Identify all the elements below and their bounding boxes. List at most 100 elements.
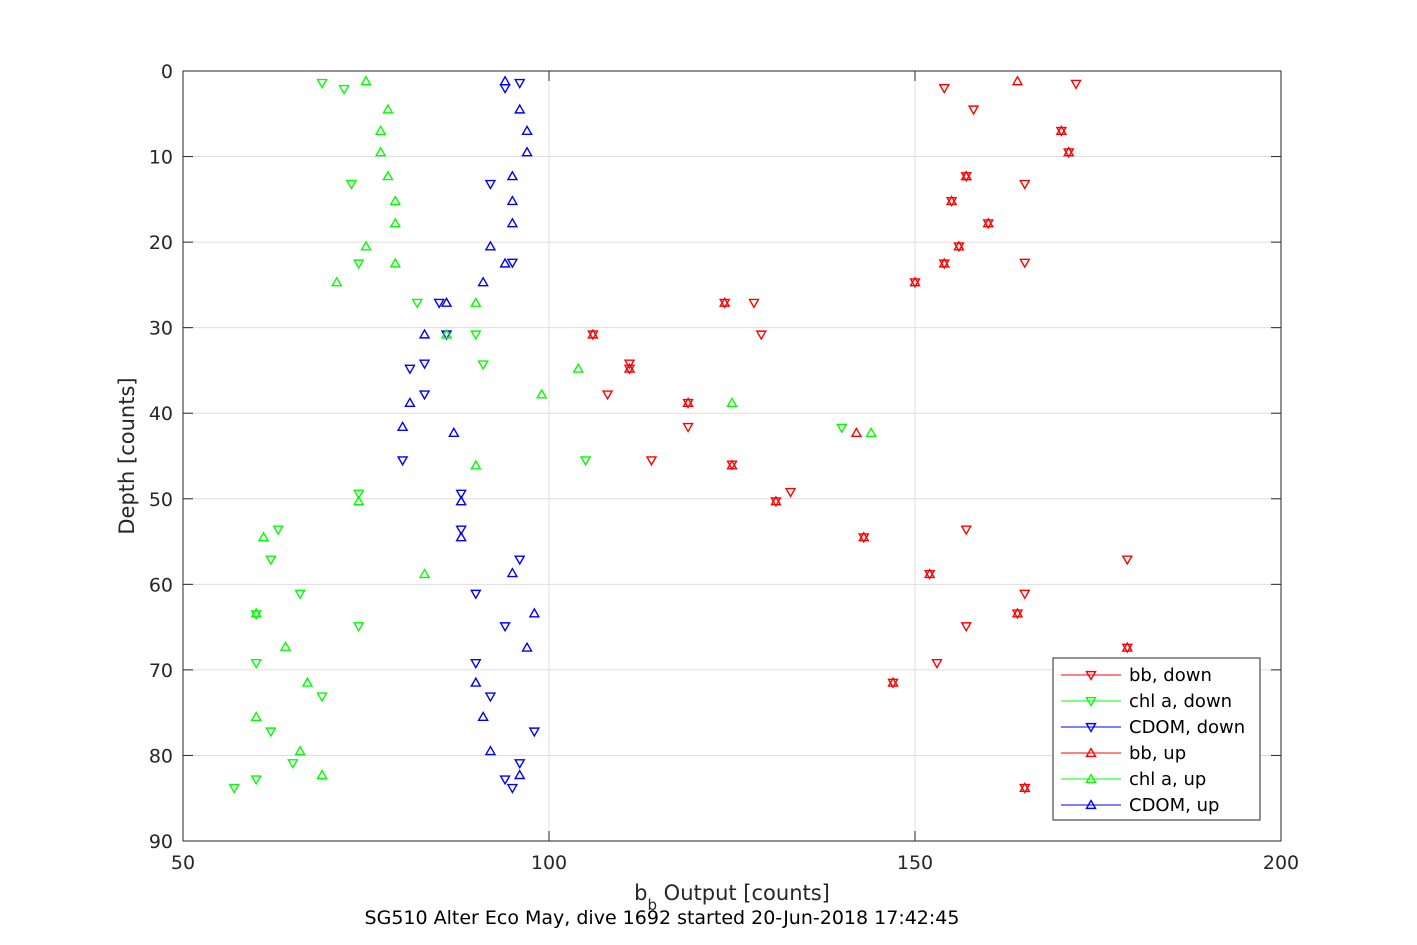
- data-point: [360, 75, 372, 86]
- data-point: [535, 388, 548, 399]
- data-point: [352, 259, 365, 270]
- data-point: [887, 676, 899, 687]
- data-point: [1121, 641, 1133, 652]
- axis-ticks: 50 100 150 200 0 10 20 30 40 50 60 70 80 90: [149, 61, 1299, 874]
- data-point: [784, 487, 797, 498]
- data-point: [404, 364, 416, 375]
- data-point: [528, 727, 541, 738]
- data-point: [521, 124, 533, 135]
- data-point: [411, 298, 423, 309]
- data-point: [404, 397, 416, 408]
- data-point: [858, 531, 870, 542]
- data-point: [294, 589, 306, 600]
- data-point: [1019, 258, 1031, 269]
- x-axis-title: bb Output [counts]: [634, 881, 830, 914]
- data-point: [601, 390, 614, 401]
- data-marks: [228, 75, 1133, 794]
- legend-label: bb, down: [1129, 665, 1212, 686]
- data-point: [953, 240, 965, 251]
- data-point: [645, 456, 658, 467]
- data-point: [374, 124, 387, 135]
- data-point: [682, 397, 694, 408]
- data-point: [477, 276, 489, 287]
- data-point: [455, 495, 467, 506]
- data-point: [484, 240, 497, 251]
- data-point: [865, 426, 877, 437]
- data-point: [382, 103, 394, 114]
- data-point: [418, 328, 431, 339]
- data-point: [250, 607, 262, 618]
- data-point: [470, 296, 482, 307]
- data-point: [506, 195, 519, 206]
- legend-marker: [1085, 696, 1097, 707]
- data-point: [528, 607, 541, 618]
- data-point: [389, 257, 401, 268]
- data-point: [506, 170, 519, 181]
- data-point: [623, 359, 636, 370]
- data-point: [1019, 179, 1031, 190]
- data-point: [1019, 782, 1031, 793]
- data-point: [440, 328, 453, 339]
- data-point: [514, 769, 526, 780]
- y-tick-label: 70: [149, 660, 173, 682]
- data-point: [755, 330, 767, 341]
- data-point: [250, 610, 262, 621]
- data-point: [374, 146, 387, 157]
- data-point: [470, 676, 482, 687]
- data-point: [967, 105, 980, 116]
- data-point: [514, 759, 526, 770]
- data-point: [1055, 124, 1068, 135]
- data-point: [484, 692, 497, 703]
- data-point: [389, 195, 401, 206]
- data-point: [514, 78, 526, 89]
- data-point: [440, 296, 453, 307]
- data-point: [850, 426, 863, 437]
- data-point: [572, 362, 584, 373]
- data-point: [352, 495, 365, 506]
- series-3: [587, 75, 1133, 793]
- series-1: [228, 78, 848, 794]
- data-point: [931, 658, 943, 669]
- data-point: [960, 170, 972, 181]
- legend-marker: [1085, 670, 1097, 681]
- data-point: [448, 426, 460, 437]
- legend-marker: [1085, 747, 1097, 758]
- data-point: [1070, 79, 1082, 90]
- data-point: [499, 75, 511, 86]
- data-point: [506, 783, 519, 794]
- data-point: [521, 641, 533, 652]
- data-point: [294, 745, 306, 756]
- data-point: [506, 567, 519, 578]
- data-point: [316, 769, 328, 780]
- data-point: [433, 298, 445, 309]
- data-point: [938, 257, 950, 268]
- data-point: [470, 658, 482, 669]
- legend-marker: [1085, 722, 1097, 733]
- data-point: [455, 531, 467, 542]
- legend-label: CDOM, down: [1129, 717, 1245, 738]
- data-point: [338, 84, 350, 95]
- series-2: [396, 78, 541, 794]
- x-tick-label: 100: [531, 852, 567, 874]
- x-tick-label: 200: [1263, 852, 1299, 874]
- data-point: [250, 658, 262, 669]
- data-point: [455, 489, 467, 500]
- data-point: [301, 676, 314, 687]
- data-point: [960, 622, 972, 633]
- data-point: [982, 217, 994, 228]
- data-point: [250, 711, 262, 722]
- data-point: [360, 240, 372, 251]
- data-point: [287, 759, 299, 770]
- data-point: [418, 359, 431, 370]
- data-point: [455, 525, 467, 536]
- plot-frame: [182, 70, 1282, 842]
- data-point: [250, 775, 262, 786]
- data-point: [718, 296, 731, 307]
- legend-box: [1052, 657, 1261, 821]
- data-point: [265, 727, 277, 738]
- data-point: [1011, 607, 1024, 618]
- data-point: [938, 84, 950, 95]
- data-point: [265, 555, 277, 566]
- y-tick-label: 50: [149, 489, 173, 511]
